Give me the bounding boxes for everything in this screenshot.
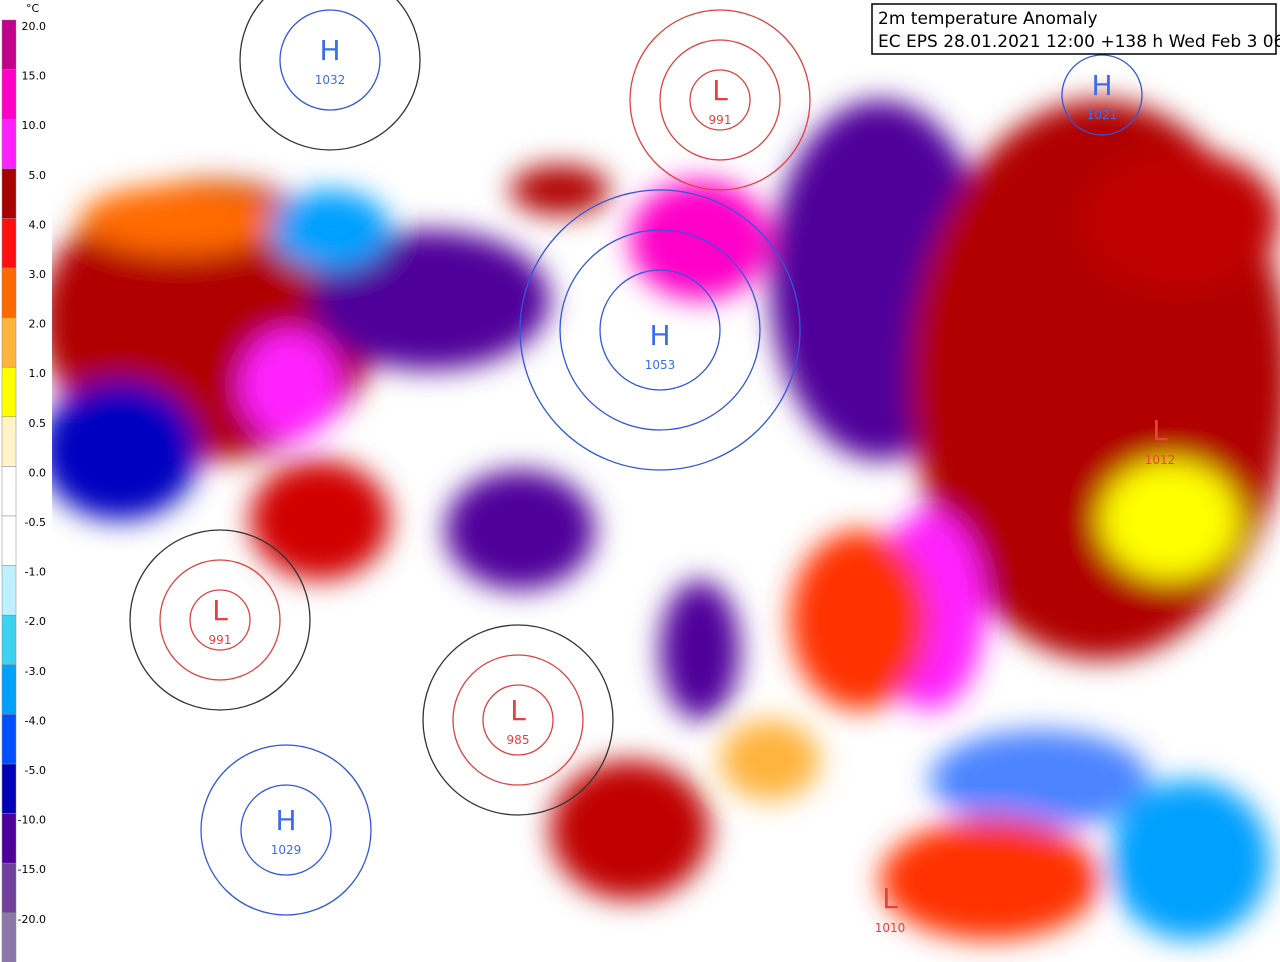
legend-label: -4.0 [25,714,46,727]
pressure-letter: H [1091,69,1112,102]
legend-swatch [1,69,17,120]
title-line: 2m temperature Anomaly [878,9,1098,29]
pressure-letter: L [212,594,228,627]
legend-swatch [1,416,17,467]
legend-swatch [1,19,17,70]
legend-swatch [1,118,17,170]
pressure-value: 1032 [315,73,346,87]
legend-label: 0.0 [29,466,47,479]
legend-swatch [1,565,17,616]
legend-swatch [1,366,17,418]
legend-label: 10.0 [22,119,47,132]
anomaly-field [40,100,1280,940]
pressure-letter: H [649,319,670,352]
legend-swatch [1,614,17,666]
legend-swatch [1,515,17,566]
legend-swatch [1,862,17,914]
pressure-value: 1012 [1145,453,1176,467]
legend-swatch [1,714,17,765]
legend-label: 0.5 [29,417,47,430]
legend-label: -1.0 [25,566,46,579]
legend-swatch [1,813,17,864]
title-box [871,3,1277,55]
legend: °C 20.0 15.0 10.0 5.0 4.0 3.0 2.0 1.0 0.5 0.0 -0.5 -… [0,0,52,962]
legend-label: -0.5 [25,516,46,529]
pressure-letter: H [319,34,340,67]
legend-label: -10.0 [18,814,46,827]
legend-unit: °C [26,2,40,15]
pressure-value: 985 [507,733,530,747]
legend-label: 15.0 [22,70,47,83]
legend-label: 4.0 [29,218,47,231]
legend-label: -5.0 [25,764,46,777]
pressure-value: 1021 [1087,108,1118,122]
pressure-value: 1053 [645,358,676,372]
pressure-value: 991 [209,633,232,647]
legend-swatch [1,317,17,368]
title-line: EC EPS 28.01.2021 12:00 +138 h Wed Feb 3… [878,32,1280,52]
pressure-value: 1010 [875,921,906,935]
legend-label: -2.0 [25,615,46,628]
legend-swatch [1,267,17,318]
legend-label: 5.0 [29,169,47,182]
legend-label: -15.0 [18,863,46,876]
legend-swatch [1,912,17,962]
legend-label: -20.0 [18,913,46,926]
legend-swatch [1,763,17,814]
legend-label: -3.0 [25,665,46,678]
legend-label: 3.0 [29,268,47,281]
pressure-letter: L [882,882,898,915]
legend-swatch [1,218,17,269]
legend-label: 2.0 [29,318,47,331]
pressure-letter: L [712,74,728,107]
legend-label: 1.0 [29,367,47,380]
pressure-letter: L [1152,414,1168,447]
legend-swatch [1,664,17,715]
legend-swatch [1,466,17,517]
pressure-value: 991 [709,113,732,127]
pressure-letter: H [275,804,296,837]
isobars [129,0,1143,916]
pressure-letter: L [510,694,526,727]
legend-swatch [1,168,17,219]
pressure-value: 1029 [271,843,302,857]
legend-label: 20.0 [22,20,47,33]
